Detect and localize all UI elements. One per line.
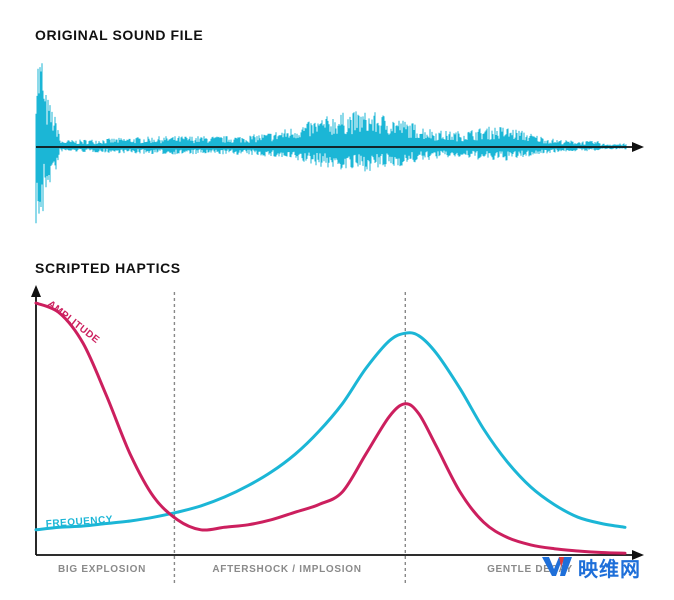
amplitude-curve xyxy=(34,301,627,555)
watermark-logo-icon xyxy=(542,557,572,576)
phase-label-big-explosion: BIG EXPLOSION xyxy=(58,564,146,575)
sound-file-title: ORIGINAL SOUND FILE xyxy=(35,27,204,43)
frequency-label: FREQUENCY xyxy=(45,514,113,530)
scripted-haptics-title: SCRIPTED HAPTICS xyxy=(35,260,181,276)
waveform xyxy=(35,63,627,224)
waveform-panel xyxy=(35,63,644,224)
phase-label-aftershock: AFTERSHOCK / IMPLOSION xyxy=(212,564,361,575)
phase-dividers xyxy=(173,292,407,585)
waveform-axis-arrow xyxy=(632,142,644,152)
haptics-chart: AMPLITUDE FREQUENCY BIG EXPLOSION AFTERS… xyxy=(31,285,644,585)
phase-label-gentle-decay: GENTLE DECAY xyxy=(487,564,573,575)
x-axis-arrow xyxy=(632,550,644,560)
watermark: 映维网 xyxy=(540,552,641,582)
amplitude-label: AMPLITUDE xyxy=(45,299,101,346)
watermark-text: 映维网 xyxy=(578,556,641,581)
y-axis-arrow xyxy=(31,285,41,297)
waveform-signal xyxy=(35,63,627,224)
frequency-curve xyxy=(34,331,627,532)
